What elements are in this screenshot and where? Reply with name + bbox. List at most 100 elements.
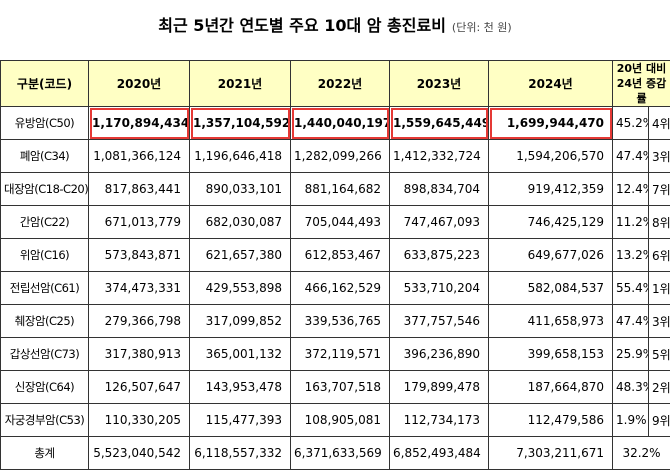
row-label: 자궁경부암(C53) <box>1 404 89 437</box>
cell: 621,657,380 <box>190 239 291 272</box>
cell: 1,412,332,724 <box>390 140 489 173</box>
cell: 898,834,704 <box>390 173 489 206</box>
cell: 11.2% <box>613 206 649 239</box>
cell: 705,044,493 <box>291 206 390 239</box>
cell: 746,425,129 <box>489 206 613 239</box>
cell: 7,303,211,671 <box>489 437 613 470</box>
row-label: 대장암(C18-C20) <box>1 173 89 206</box>
unit: (단위: 천 원) <box>452 21 512 34</box>
header-cell: 2024년 <box>489 61 613 107</box>
row-label: 위암(C16) <box>1 239 89 272</box>
cell: 377,757,546 <box>390 305 489 338</box>
cell: 1,282,099,266 <box>291 140 390 173</box>
cell: 881,164,682 <box>291 173 390 206</box>
cell: 429,553,898 <box>190 272 291 305</box>
cell: 633,875,223 <box>390 239 489 272</box>
cell: 317,099,852 <box>190 305 291 338</box>
cell: 3위 <box>649 305 670 338</box>
header-cell: 20년 대비 24년 증감률 <box>613 61 670 107</box>
cell: 115,477,393 <box>190 404 291 437</box>
row-label: 신장암(C64) <box>1 371 89 404</box>
cell: 374,473,331 <box>89 272 190 305</box>
cell: 32.2% <box>613 437 670 470</box>
header: 최근 5년간 연도별 주요 10대 암 총진료비(단위: 천 원) <box>0 0 670 60</box>
header-cell: 2021년 <box>190 61 291 107</box>
cell: 179,899,478 <box>390 371 489 404</box>
cell: 47.4% <box>613 305 649 338</box>
cell: 1,559,645,449 <box>390 107 489 140</box>
row-label: 간암(C22) <box>1 206 89 239</box>
cell: 47.4% <box>613 140 649 173</box>
cell: 317,380,913 <box>89 338 190 371</box>
row-label: 췌장암(C25) <box>1 305 89 338</box>
cell: 25.9% <box>613 338 649 371</box>
cell: 13.2% <box>613 239 649 272</box>
cell: 747,467,093 <box>390 206 489 239</box>
cell: 612,853,467 <box>291 239 390 272</box>
cell: 533,710,204 <box>390 272 489 305</box>
cell: 1,440,040,197 <box>291 107 390 140</box>
cell: 1.9% <box>613 404 649 437</box>
cell: 163,707,518 <box>291 371 390 404</box>
cell: 466,162,529 <box>291 272 390 305</box>
cell: 399,658,153 <box>489 338 613 371</box>
cell: 1,357,104,592 <box>190 107 291 140</box>
cell: 1,196,646,418 <box>190 140 291 173</box>
cell: 682,030,087 <box>190 206 291 239</box>
cell: 5위 <box>649 338 670 371</box>
cell: 2위 <box>649 371 670 404</box>
cell: 126,507,647 <box>89 371 190 404</box>
cell: 1,170,894,434 <box>89 107 190 140</box>
cell: 1위 <box>649 272 670 305</box>
cell: 110,330,205 <box>89 404 190 437</box>
row-label: 유방암(C50) <box>1 107 89 140</box>
cell: 279,366,798 <box>89 305 190 338</box>
row-label: 폐암(C34) <box>1 140 89 173</box>
cell: 1,594,206,570 <box>489 140 613 173</box>
cell: 6,852,493,484 <box>390 437 489 470</box>
cell: 48.3% <box>613 371 649 404</box>
cell: 339,536,765 <box>291 305 390 338</box>
cell: 919,412,359 <box>489 173 613 206</box>
cell: 649,677,026 <box>489 239 613 272</box>
cell: 372,119,571 <box>291 338 390 371</box>
cell: 582,084,537 <box>489 272 613 305</box>
cell: 4위 <box>649 107 670 140</box>
cell: 12.4% <box>613 173 649 206</box>
cell: 396,236,890 <box>390 338 489 371</box>
row-label: 전립선암(C61) <box>1 272 89 305</box>
cell: 112,734,173 <box>390 404 489 437</box>
header-cell: 2023년 <box>390 61 489 107</box>
cell: 5,523,040,542 <box>89 437 190 470</box>
header-cell: 구분(코드) <box>1 61 89 107</box>
row-label: 총계 <box>1 437 89 470</box>
cell: 6위 <box>649 239 670 272</box>
row-label: 갑상선암(C73) <box>1 338 89 371</box>
cell: 108,905,081 <box>291 404 390 437</box>
cell: 671,013,779 <box>89 206 190 239</box>
cell: 112,479,586 <box>489 404 613 437</box>
cell: 55.4% <box>613 272 649 305</box>
cell: 411,658,973 <box>489 305 613 338</box>
cell: 365,001,132 <box>190 338 291 371</box>
cell: 9위 <box>649 404 670 437</box>
cell: 890,033,101 <box>190 173 291 206</box>
cell: 3위 <box>649 140 670 173</box>
cell: 573,843,871 <box>89 239 190 272</box>
cell: 1,699,944,470 <box>489 107 613 140</box>
cell: 6,371,633,569 <box>291 437 390 470</box>
cell: 45.2% <box>613 107 649 140</box>
